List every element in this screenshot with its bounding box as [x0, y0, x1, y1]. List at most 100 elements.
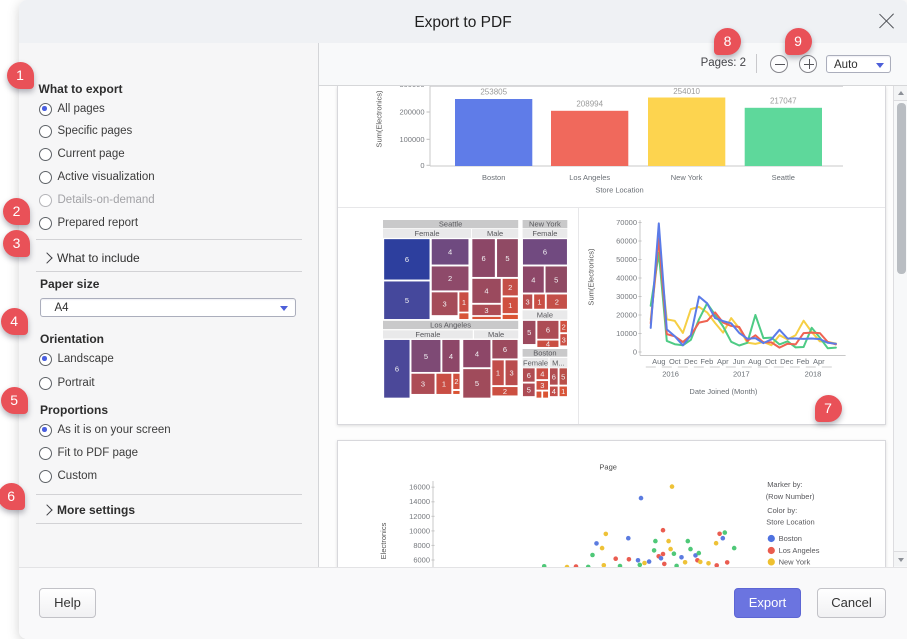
svg-text:5: 5: [475, 379, 479, 388]
svg-text:Sum(Electronics): Sum(Electronics): [375, 90, 384, 148]
svg-text:Boston: Boston: [482, 173, 505, 182]
svg-text:100000: 100000: [399, 135, 424, 144]
svg-text:10000: 10000: [616, 329, 637, 338]
svg-text:6000: 6000: [413, 556, 430, 565]
svg-text:254010: 254010: [673, 87, 700, 96]
svg-text:3: 3: [540, 381, 544, 390]
svg-text:Female: Female: [532, 229, 557, 238]
svg-text:16000: 16000: [409, 483, 430, 492]
svg-text:217047: 217047: [770, 97, 797, 106]
svg-text:Seattle: Seattle: [772, 173, 795, 182]
svg-text:1: 1: [462, 298, 466, 307]
svg-text:4: 4: [475, 349, 479, 358]
svg-text:2: 2: [454, 377, 458, 386]
svg-text:Color by:: Color by:: [767, 506, 797, 515]
svg-text:Female: Female: [415, 330, 440, 339]
svg-text:60000: 60000: [616, 237, 637, 246]
svg-text:300000: 300000: [399, 86, 424, 89]
svg-text:Page: Page: [599, 463, 617, 472]
svg-text:5: 5: [505, 254, 509, 263]
svg-text:4: 4: [540, 370, 544, 379]
svg-text:Los Angeles: Los Angeles: [430, 321, 471, 330]
svg-text:1: 1: [496, 369, 500, 378]
svg-text:6: 6: [546, 326, 550, 335]
svg-text:4: 4: [546, 340, 550, 349]
svg-text:50000: 50000: [616, 255, 637, 264]
svg-text:200000: 200000: [399, 108, 424, 117]
svg-text:14000: 14000: [409, 497, 430, 506]
svg-text:2: 2: [448, 274, 452, 283]
svg-text:12000: 12000: [409, 512, 430, 521]
svg-text:208994: 208994: [576, 100, 603, 109]
svg-text:2: 2: [555, 297, 559, 306]
svg-text:Apr: Apr: [717, 357, 729, 366]
svg-text:3: 3: [526, 297, 530, 306]
svg-text:8000: 8000: [413, 541, 430, 550]
svg-text:2017: 2017: [733, 369, 750, 378]
svg-text:2: 2: [503, 387, 507, 396]
svg-text:6: 6: [543, 248, 547, 257]
svg-text:Female: Female: [414, 229, 439, 238]
svg-text:Aug: Aug: [652, 357, 665, 366]
svg-text:Store Location: Store Location: [595, 186, 643, 195]
svg-text:1: 1: [561, 387, 565, 396]
svg-text:2016: 2016: [662, 369, 679, 378]
svg-text:3: 3: [421, 380, 425, 389]
svg-text:New York: New York: [529, 220, 561, 229]
svg-text:253805: 253805: [480, 88, 507, 97]
svg-text:Jun: Jun: [733, 357, 745, 366]
svg-text:Los Angeles: Los Angeles: [569, 173, 610, 182]
svg-text:Oct: Oct: [765, 357, 778, 366]
svg-text:5: 5: [527, 328, 531, 337]
svg-text:70000: 70000: [616, 218, 637, 227]
svg-text:5: 5: [405, 296, 409, 305]
svg-text:2: 2: [562, 322, 566, 331]
svg-text:Boston: Boston: [533, 348, 556, 357]
svg-text:Feb: Feb: [700, 357, 713, 366]
svg-text:1: 1: [442, 380, 446, 389]
svg-text:Store Location: Store Location: [766, 518, 814, 527]
svg-text:2018: 2018: [805, 369, 822, 378]
svg-text:Sum(Electronics): Sum(Electronics): [587, 248, 596, 306]
svg-text:Feb: Feb: [796, 357, 809, 366]
svg-text:New York: New York: [779, 557, 811, 566]
svg-text:Los Angeles: Los Angeles: [779, 546, 820, 555]
svg-text:3: 3: [562, 336, 566, 345]
svg-text:Dec: Dec: [780, 357, 794, 366]
svg-text:3: 3: [443, 300, 447, 309]
svg-text:40000: 40000: [616, 274, 637, 283]
svg-text:0: 0: [633, 348, 637, 357]
svg-text:Male: Male: [537, 310, 553, 319]
svg-text:(Row Number): (Row Number): [766, 492, 815, 501]
svg-text:6: 6: [552, 372, 556, 381]
svg-text:Apr: Apr: [813, 357, 825, 366]
svg-text:30000: 30000: [616, 292, 637, 301]
svg-text:10000: 10000: [409, 526, 430, 535]
svg-text:Male: Male: [487, 229, 503, 238]
svg-text:6: 6: [482, 254, 486, 263]
svg-text:Seattle: Seattle: [439, 220, 462, 229]
svg-text:Oct: Oct: [669, 357, 682, 366]
svg-text:Electronics: Electronics: [379, 522, 388, 559]
svg-text:5: 5: [554, 275, 558, 284]
svg-text:Female: Female: [523, 359, 548, 368]
svg-text:4: 4: [448, 248, 452, 257]
svg-text:3: 3: [484, 306, 488, 315]
svg-text:6: 6: [405, 255, 409, 264]
svg-text:Male: Male: [488, 330, 504, 339]
svg-text:Marker by:: Marker by:: [767, 480, 802, 489]
svg-text:4: 4: [552, 387, 556, 396]
svg-text:Dec: Dec: [684, 357, 698, 366]
svg-text:20000: 20000: [616, 311, 637, 320]
svg-text:Aug: Aug: [748, 357, 761, 366]
svg-text:4: 4: [531, 275, 535, 284]
svg-text:4: 4: [449, 352, 453, 361]
svg-text:0: 0: [420, 161, 424, 170]
svg-text:Boston: Boston: [779, 534, 802, 543]
svg-text:6: 6: [503, 345, 507, 354]
svg-text:1: 1: [537, 297, 541, 306]
svg-text:New York: New York: [671, 173, 703, 182]
svg-text:1: 1: [508, 301, 512, 310]
svg-text:5: 5: [527, 386, 531, 395]
svg-text:Date Joined (Month): Date Joined (Month): [689, 387, 757, 396]
